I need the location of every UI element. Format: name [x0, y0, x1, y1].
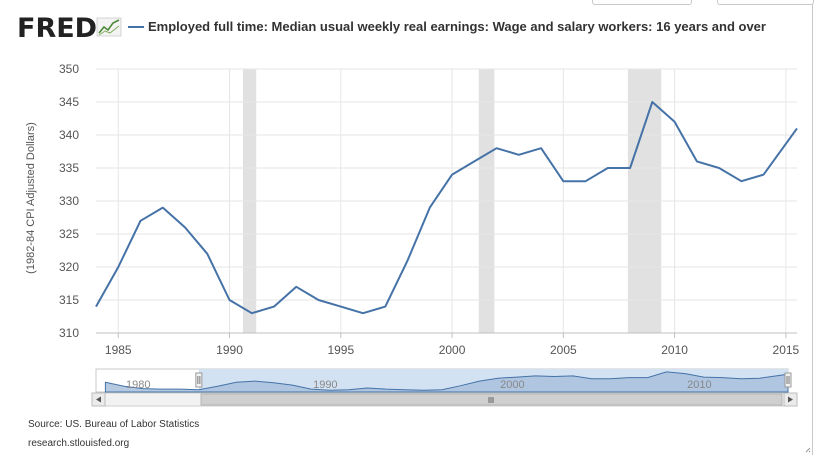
series-line	[95, 101, 798, 315]
x-tick-label: 2005	[550, 343, 577, 357]
fred-logo[interactable]: FRED	[17, 13, 98, 44]
y-tick-label: 315	[59, 293, 79, 307]
navigator-handle[interactable]	[195, 372, 203, 388]
y-tick-label: 320	[59, 260, 79, 274]
x-tick-label: 1985	[105, 343, 132, 357]
legend[interactable]: Employed full time: Median usual weekly …	[128, 19, 798, 35]
x-tick-label: 2010	[661, 343, 688, 357]
frame-border	[812, 0, 813, 455]
x-tick-label: 1990	[216, 343, 243, 357]
x-tick-label: 1995	[327, 343, 354, 357]
navigator-tick-label: 2000	[500, 379, 524, 391]
y-tick-label: 325	[59, 227, 79, 241]
y-tick-label: 330	[59, 194, 79, 208]
resize-grip-icon	[805, 447, 811, 453]
fred-graph-icon	[96, 17, 122, 37]
y-tick-label: 340	[59, 128, 79, 142]
navigator-handle[interactable]	[784, 372, 792, 388]
navigator-tick-label: 2010	[687, 379, 711, 391]
source-note: Source: US. Bureau of Labor Statistics	[28, 419, 200, 430]
toolbar-button-stub[interactable]	[717, 0, 814, 5]
legend-swatch	[128, 26, 144, 28]
navigator-series	[104, 371, 789, 393]
y-tick-label: 350	[59, 62, 79, 76]
navigator-tick-label: 1990	[313, 379, 337, 391]
chevron-right-icon	[788, 396, 793, 403]
chevron-left-icon	[96, 396, 101, 403]
site-link[interactable]: research.stlouisfed.org	[28, 438, 130, 449]
y-tick-label: 345	[59, 95, 79, 109]
toolbar-button-stub[interactable]	[592, 0, 692, 5]
navigator-tick-label: 1980	[126, 379, 150, 391]
x-tick-label: 2015	[773, 343, 800, 357]
y-tick-label: 335	[59, 161, 79, 175]
legend-label: Employed full time: Median usual weekly …	[148, 19, 766, 34]
x-tick-label: 2000	[439, 343, 466, 357]
y-tick-label: 310	[59, 326, 79, 340]
